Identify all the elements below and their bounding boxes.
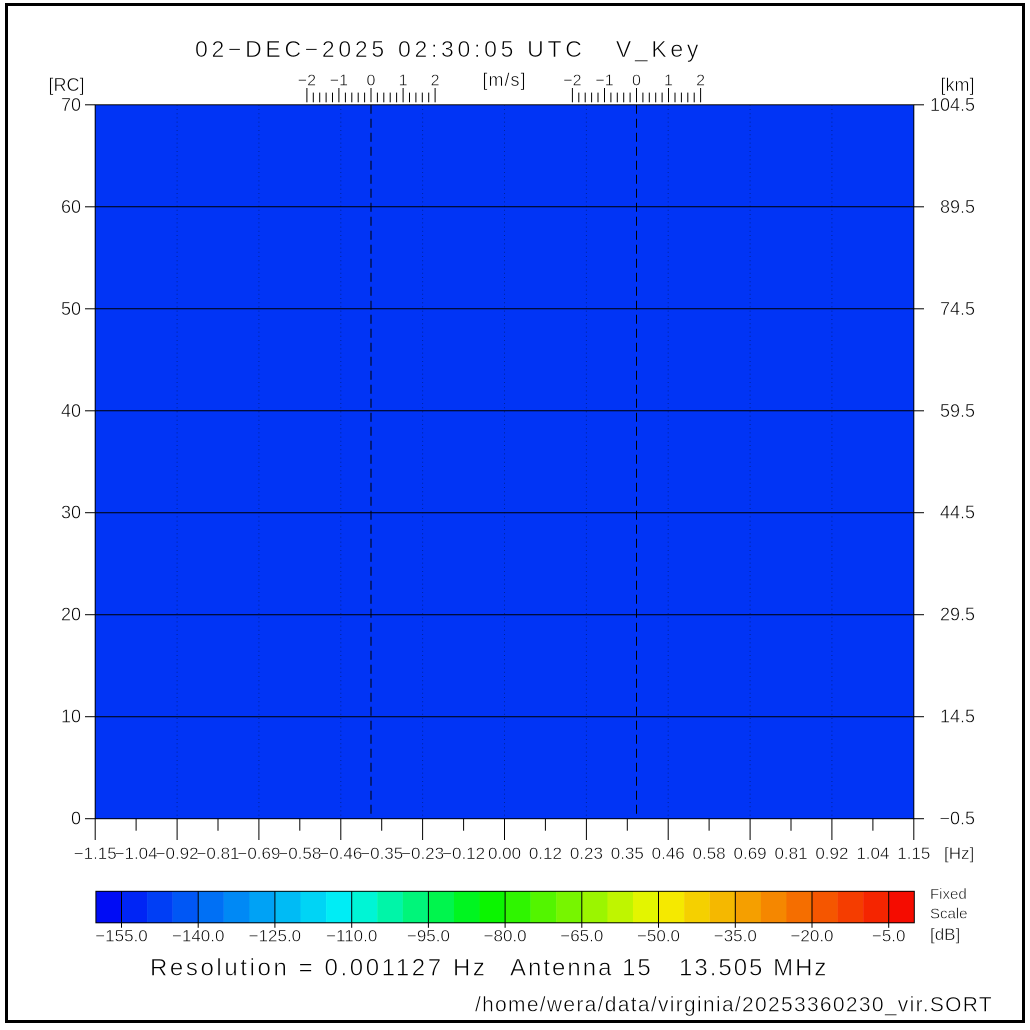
svg-text:02−DEC−2025 02:30:05 UTC V_K: 02−DEC−2025 02:30:05 UTC V_Key xyxy=(195,36,702,62)
svg-text:20: 20 xyxy=(61,605,81,625)
svg-text:0: 0 xyxy=(367,73,376,90)
svg-text:0.23: 0.23 xyxy=(570,844,603,863)
svg-text:[dB]: [dB] xyxy=(930,925,960,944)
svg-text:2: 2 xyxy=(431,73,440,90)
svg-text:Antenna 15: Antenna 15 xyxy=(510,955,653,982)
svg-text:70: 70 xyxy=(61,95,81,115)
svg-text:1.15: 1.15 xyxy=(897,844,930,863)
svg-text:89.5: 89.5 xyxy=(940,197,975,217)
svg-text:−0.5: −0.5 xyxy=(939,809,975,829)
svg-text:−0.12: −0.12 xyxy=(442,844,485,863)
svg-text:0: 0 xyxy=(71,809,81,829)
svg-text:−0.69: −0.69 xyxy=(237,844,280,863)
svg-text:1.04: 1.04 xyxy=(856,844,889,863)
svg-text:−140.0: −140.0 xyxy=(172,927,224,946)
svg-text:Fixed: Fixed xyxy=(930,886,967,903)
svg-text:0.00: 0.00 xyxy=(488,844,521,863)
svg-text:−110.0: −110.0 xyxy=(326,927,377,946)
svg-text:−65.0: −65.0 xyxy=(560,927,603,946)
svg-text:−35.0: −35.0 xyxy=(714,927,757,946)
svg-text:−0.23: −0.23 xyxy=(401,844,444,863)
svg-text:[Hz]: [Hz] xyxy=(944,844,974,863)
svg-text:29.5: 29.5 xyxy=(940,605,975,625)
svg-text:0: 0 xyxy=(632,73,641,90)
svg-text:Resolution = 0.001127 Hz: Resolution = 0.001127 Hz xyxy=(150,955,487,982)
svg-text:44.5: 44.5 xyxy=(940,503,975,523)
svg-text:1: 1 xyxy=(664,73,673,90)
svg-text:0.46: 0.46 xyxy=(652,844,685,863)
svg-text:−2: −2 xyxy=(563,73,581,90)
svg-text:−125.0: −125.0 xyxy=(249,927,301,946)
svg-text:30: 30 xyxy=(61,503,81,523)
svg-text:−50.0: −50.0 xyxy=(637,927,680,946)
svg-text:−5.0: −5.0 xyxy=(872,927,906,946)
svg-text:1: 1 xyxy=(399,73,408,90)
svg-text:−1.15: −1.15 xyxy=(74,844,117,863)
svg-text:60: 60 xyxy=(61,197,81,217)
svg-text:74.5: 74.5 xyxy=(940,299,975,319)
svg-text:40: 40 xyxy=(61,401,81,421)
svg-text:−1: −1 xyxy=(330,73,348,90)
svg-text:0.58: 0.58 xyxy=(693,844,726,863)
svg-text:[m/s]: [m/s] xyxy=(483,70,527,90)
svg-text:2: 2 xyxy=(696,73,705,90)
svg-text:104.5: 104.5 xyxy=(930,95,975,115)
svg-text:0.35: 0.35 xyxy=(611,844,644,863)
svg-text:59.5: 59.5 xyxy=(940,401,975,421)
svg-text:−0.35: −0.35 xyxy=(360,844,403,863)
svg-text:10: 10 xyxy=(61,707,81,727)
svg-text:−0.46: −0.46 xyxy=(319,844,362,863)
svg-text:−20.0: −20.0 xyxy=(790,927,833,946)
svg-text:50: 50 xyxy=(61,299,81,319)
svg-text:0.69: 0.69 xyxy=(734,844,767,863)
svg-text:[km]: [km] xyxy=(941,75,975,95)
svg-text:0.81: 0.81 xyxy=(774,844,807,863)
svg-text:0.92: 0.92 xyxy=(815,844,848,863)
svg-text:−0.92: −0.92 xyxy=(156,844,199,863)
svg-text:−1: −1 xyxy=(595,73,613,90)
svg-text:−0.58: −0.58 xyxy=(278,844,321,863)
svg-text:[RC]: [RC] xyxy=(49,75,85,95)
svg-text:−0.81: −0.81 xyxy=(196,844,239,863)
svg-text:−95.0: −95.0 xyxy=(407,927,450,946)
svg-text:14.5: 14.5 xyxy=(940,707,975,727)
svg-text:13.505 MHz: 13.505 MHz xyxy=(679,955,828,982)
svg-text:−155.0: −155.0 xyxy=(95,927,147,946)
svg-text:−1.04: −1.04 xyxy=(115,844,158,863)
svg-text:0.12: 0.12 xyxy=(529,844,562,863)
svg-text:−80.0: −80.0 xyxy=(484,927,527,946)
svg-text:Scale: Scale xyxy=(930,906,968,923)
svg-text:/home/wera/data/virginia/20253: /home/wera/data/virginia/20253360230_vir… xyxy=(475,994,993,1017)
svg-text:−2: −2 xyxy=(298,73,316,90)
